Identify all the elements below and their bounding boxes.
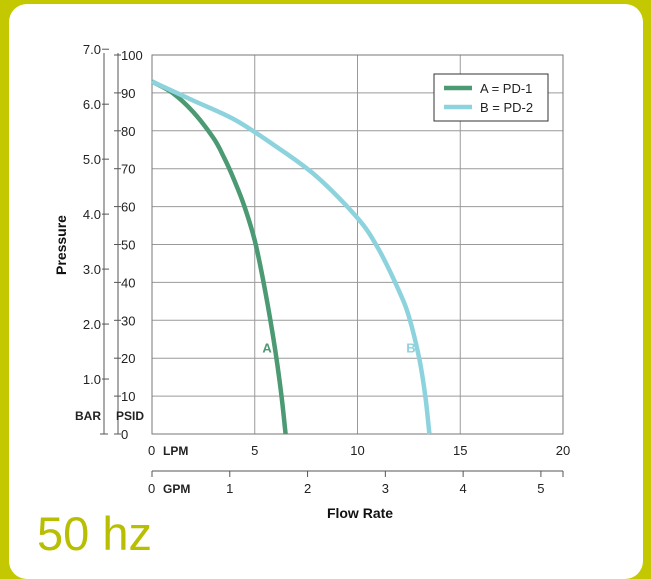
gpm-tick-label: 0 — [148, 481, 155, 496]
gpm-tick-label: 1 — [226, 481, 233, 496]
x-axis-title: Flow Rate — [327, 505, 393, 521]
series-line-a — [150, 79, 288, 435]
bar-tick-label: 6.0 — [83, 97, 101, 112]
pump-curve-chart: 0102030405060708090100PSID1.02.03.04.05.… — [53, 42, 570, 521]
psid-tick-label: 20 — [121, 351, 135, 366]
psid-tick-label: 50 — [121, 238, 135, 253]
gpm-unit-label: GPM — [163, 482, 190, 496]
grid — [151, 54, 564, 435]
legend-label: B = PD-2 — [480, 100, 533, 115]
frequency-label: 50 hz — [37, 507, 152, 560]
legend-box — [433, 73, 549, 122]
psid-tick-label: 0 — [121, 427, 128, 442]
series — [150, 79, 432, 435]
lpm-tick-label: 10 — [350, 443, 364, 458]
series-line-b — [151, 79, 432, 435]
psid-tick-label: 30 — [121, 313, 135, 328]
bar-tick-label: 7.0 — [83, 42, 101, 57]
series-label-a: A — [262, 341, 272, 356]
bar-tick-label: 1.0 — [83, 372, 101, 387]
bar-tick-label: 3.0 — [83, 262, 101, 277]
psid-tick-label: 60 — [121, 200, 135, 215]
y-axis-title: Pressure — [53, 215, 69, 275]
legend-label: A = PD-1 — [480, 81, 532, 96]
bar-unit-label: BAR — [75, 409, 101, 423]
axes: 0102030405060708090100PSID1.02.03.04.05.… — [53, 42, 570, 521]
gpm-tick-label: 2 — [304, 481, 311, 496]
bar-tick-label: 4.0 — [83, 207, 101, 222]
lpm-unit-label: LPM — [163, 444, 188, 458]
legend: A = PD-1 B = PD-2 — [433, 73, 549, 122]
lpm-tick-label: 15 — [453, 443, 467, 458]
plot-frame — [151, 54, 564, 435]
gpm-tick-label: 3 — [382, 481, 389, 496]
bar-tick-label: 2.0 — [83, 317, 101, 332]
psid-tick-label: 100 — [121, 48, 143, 63]
psid-tick-label: 90 — [121, 86, 135, 101]
gpm-tick-label: 5 — [537, 481, 544, 496]
psid-tick-label: 70 — [121, 162, 135, 177]
lpm-tick-label: 0 — [148, 443, 155, 458]
psid-unit-label: PSID — [116, 409, 144, 423]
gpm-tick-label: 4 — [460, 481, 467, 496]
bar-tick-label: 5.0 — [83, 152, 101, 167]
lpm-tick-label: 5 — [251, 443, 258, 458]
series-label-b: B — [406, 341, 415, 356]
psid-tick-label: 40 — [121, 275, 135, 290]
psid-tick-label: 80 — [121, 124, 135, 139]
lpm-tick-label: 20 — [556, 443, 570, 458]
psid-tick-label: 10 — [121, 389, 135, 404]
